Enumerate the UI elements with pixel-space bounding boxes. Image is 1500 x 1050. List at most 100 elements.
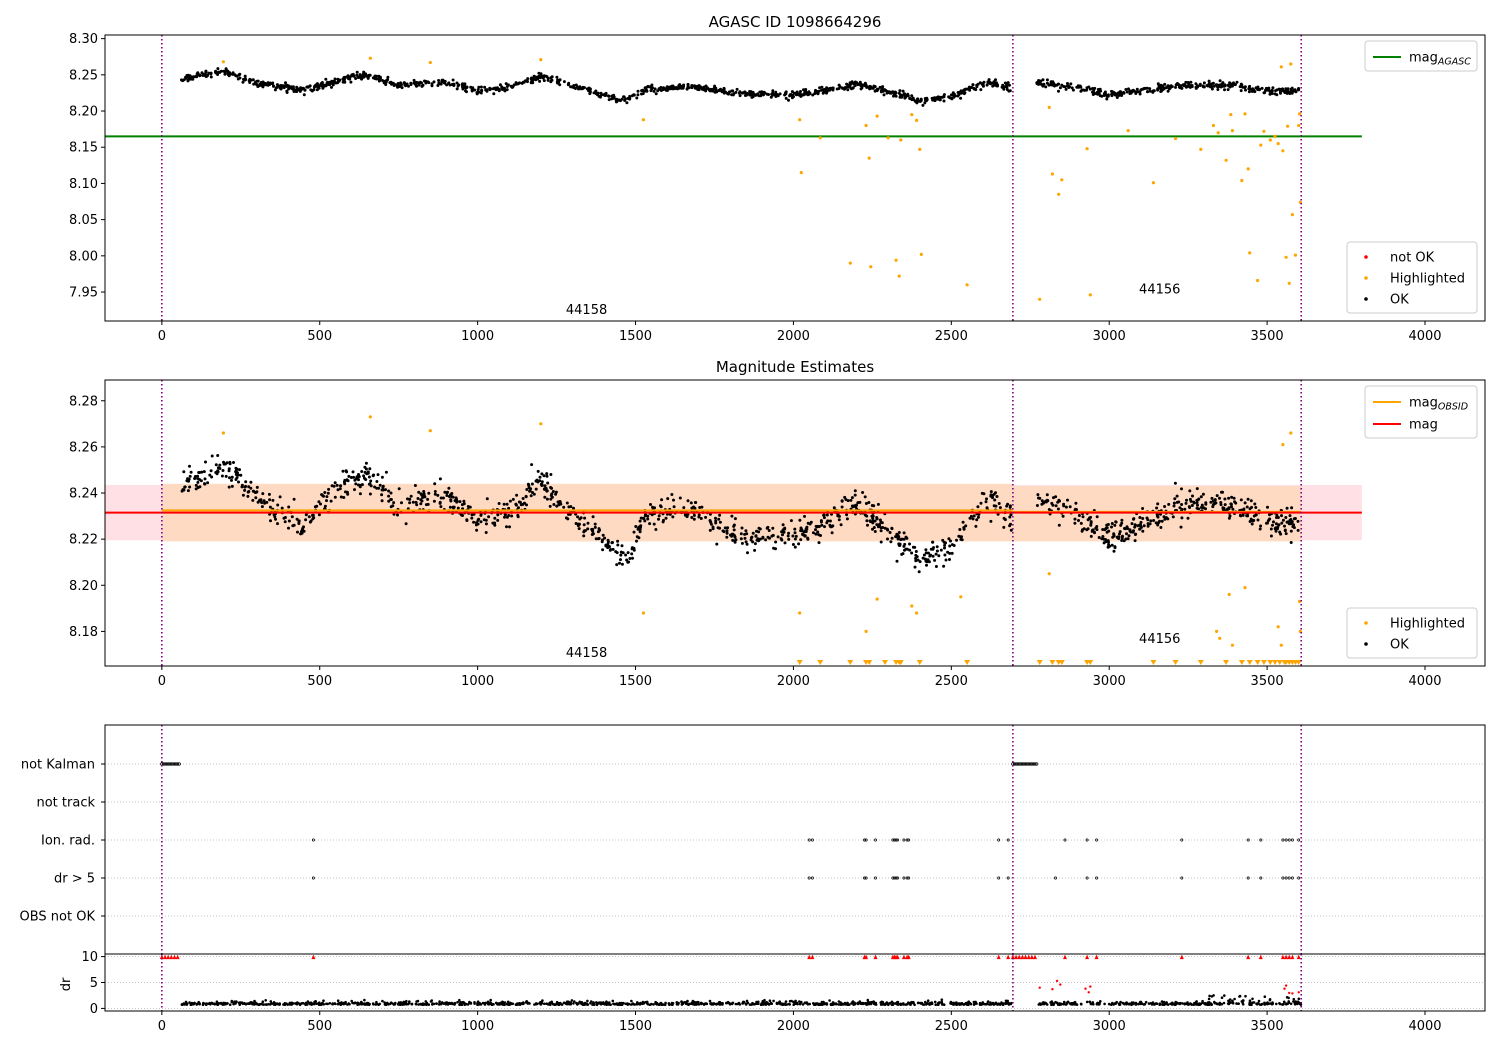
- ok-point: [942, 99, 946, 103]
- ok-point: [582, 523, 586, 527]
- ok-point: [881, 85, 885, 89]
- ok-point: [220, 474, 224, 478]
- ok-point: [412, 78, 416, 82]
- x-tick-label: 2000: [777, 674, 810, 689]
- ok-point: [1281, 87, 1285, 91]
- ok-point: [820, 88, 823, 92]
- ok-point: [1156, 82, 1160, 86]
- ok-point: [287, 526, 290, 530]
- ok-point: [264, 999, 268, 1002]
- ok-point: [865, 85, 869, 89]
- ok-point: [732, 528, 736, 532]
- highlighted-point: [1173, 136, 1178, 141]
- ok-point: [1283, 524, 1286, 528]
- ok-point: [427, 491, 431, 495]
- ok-point: [239, 473, 243, 477]
- clipped-high-marker: [166, 954, 171, 960]
- ok-point: [938, 98, 942, 102]
- ok-point: [311, 513, 315, 517]
- ok-point: [648, 522, 652, 526]
- ok-point: [1146, 90, 1150, 94]
- ok-point: [734, 1002, 738, 1006]
- ok-point: [985, 497, 988, 501]
- ok-point: [400, 86, 404, 90]
- ok-point: [1231, 507, 1235, 511]
- flag-marker: [1034, 762, 1039, 766]
- ok-point: [209, 72, 213, 76]
- ok-point: [611, 541, 614, 544]
- ok-point: [1284, 516, 1288, 519]
- ok-point: [524, 1001, 528, 1004]
- ok-point: [210, 454, 214, 458]
- ok-point: [1165, 1001, 1168, 1005]
- ok-point: [630, 552, 634, 556]
- ok-point: [1281, 518, 1285, 522]
- ok-point: [1283, 528, 1287, 532]
- ok-point: [305, 85, 309, 89]
- ok-point: [851, 86, 855, 90]
- highlighted-point: [1284, 255, 1288, 259]
- ok-point: [586, 527, 590, 531]
- ok-point: [1258, 527, 1262, 531]
- ok-point: [1086, 527, 1090, 531]
- ok-point: [468, 1001, 471, 1005]
- ok-point: [668, 512, 672, 516]
- ok-point: [931, 554, 935, 558]
- ok-point: [848, 1003, 851, 1006]
- y-tick-label: 8.28: [69, 394, 98, 409]
- ok-point: [377, 74, 381, 78]
- ok-point: [1248, 999, 1252, 1002]
- series-ok: [180, 67, 1301, 107]
- ok-point: [548, 504, 552, 508]
- ok-point: [1248, 507, 1252, 511]
- flag-marker: [810, 876, 814, 880]
- ok-point: [839, 523, 843, 527]
- ok-point: [1180, 86, 1184, 90]
- ok-point: [805, 526, 809, 530]
- ok-point: [1230, 495, 1234, 499]
- ok-point: [1144, 1000, 1148, 1004]
- ok-point: [188, 485, 192, 489]
- ok-point: [594, 89, 598, 93]
- ok-point: [1162, 1003, 1165, 1006]
- ok-point: [735, 87, 739, 91]
- ok-point: [254, 490, 258, 494]
- ok-point: [874, 89, 878, 93]
- ok-point: [517, 506, 520, 510]
- ok-point: [295, 87, 299, 91]
- ok-point: [786, 534, 790, 538]
- ok-point: [962, 527, 966, 531]
- ok-point: [796, 1002, 799, 1006]
- ok-point: [676, 86, 680, 90]
- flag-marker: [1014, 762, 1018, 766]
- ok-point: [1189, 499, 1193, 503]
- ok-point: [504, 82, 508, 86]
- ok-point: [726, 526, 730, 530]
- ok-point: [914, 550, 918, 553]
- ok-point: [1279, 91, 1282, 95]
- clipped-high-marker: [1014, 954, 1019, 960]
- ok-point: [1132, 517, 1135, 521]
- ok-point: [693, 86, 697, 90]
- clipped-high-marker: [1284, 954, 1289, 960]
- ok-point: [443, 79, 447, 83]
- ok-point: [1120, 539, 1124, 542]
- series-highlighted-below-axis: [796, 660, 1302, 665]
- ok-point: [1104, 540, 1108, 544]
- ok-point: [1004, 999, 1008, 1003]
- ok-point: [972, 1003, 976, 1006]
- ok-point: [883, 526, 887, 530]
- ok-point: [1285, 89, 1289, 93]
- highlighted-point: [1289, 431, 1293, 435]
- highlighted-point: [1259, 143, 1263, 147]
- ok-point: [1280, 521, 1284, 525]
- x-tick-label: 3500: [1251, 1019, 1284, 1034]
- legend-point-swatch: [1364, 621, 1368, 625]
- ok-point: [1188, 489, 1192, 493]
- ok-point: [921, 103, 925, 107]
- ok-point: [226, 73, 230, 77]
- ok-point: [238, 468, 241, 472]
- ok-point: [387, 499, 391, 503]
- ok-point: [941, 95, 945, 99]
- ok-point: [1192, 500, 1196, 504]
